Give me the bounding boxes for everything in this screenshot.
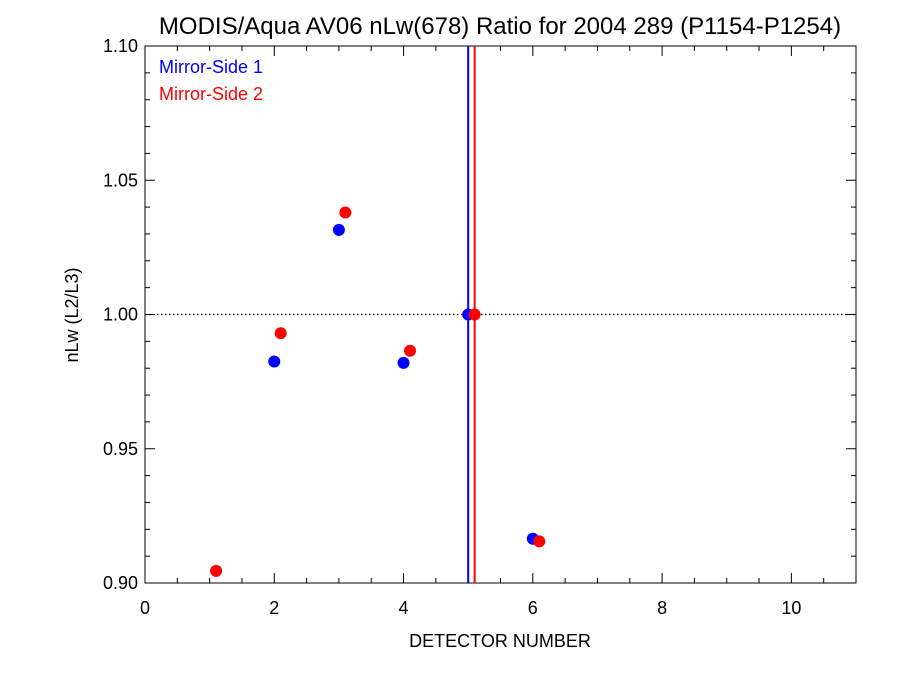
x-tick-label: 10 bbox=[781, 598, 801, 618]
legend-entry-2: Mirror-Side 2 bbox=[159, 84, 263, 104]
y-tick-label: 1.10 bbox=[103, 36, 138, 56]
x-tick-label: 6 bbox=[528, 598, 538, 618]
series-1-point bbox=[332, 223, 345, 236]
y-tick-label: 0.90 bbox=[103, 573, 138, 593]
series-2-point bbox=[404, 344, 417, 357]
plot-area: 0 2 4 6 8 10 0.90 0.95 1.00 1.05 1.10 Mirror-Side 1… bbox=[103, 36, 857, 618]
x-axis-label: DETECTOR NUMBER bbox=[409, 631, 591, 651]
series-2-point bbox=[468, 308, 481, 321]
series-2-point bbox=[210, 564, 223, 577]
series-1-point bbox=[268, 355, 281, 368]
x-tick-label: 4 bbox=[399, 598, 409, 618]
series-1-point bbox=[397, 356, 410, 369]
y-tick-label: 0.95 bbox=[103, 439, 138, 459]
y-axis-label: nLw (L2/L3) bbox=[62, 267, 82, 362]
legend-entry-1: Mirror-Side 1 bbox=[159, 57, 263, 77]
series-2-point bbox=[339, 206, 352, 219]
x-tick-label: 2 bbox=[269, 598, 279, 618]
series-2-point bbox=[533, 535, 546, 548]
x-tick-label: 0 bbox=[140, 598, 150, 618]
y-tick-label: 1.05 bbox=[103, 170, 138, 190]
x-tick-label: 8 bbox=[657, 598, 667, 618]
chart-title: MODIS/Aqua AV06 nLw(678) Ratio for 2004 … bbox=[159, 13, 841, 40]
y-tick-label: 1.00 bbox=[103, 305, 138, 325]
series-2-point bbox=[274, 327, 287, 340]
